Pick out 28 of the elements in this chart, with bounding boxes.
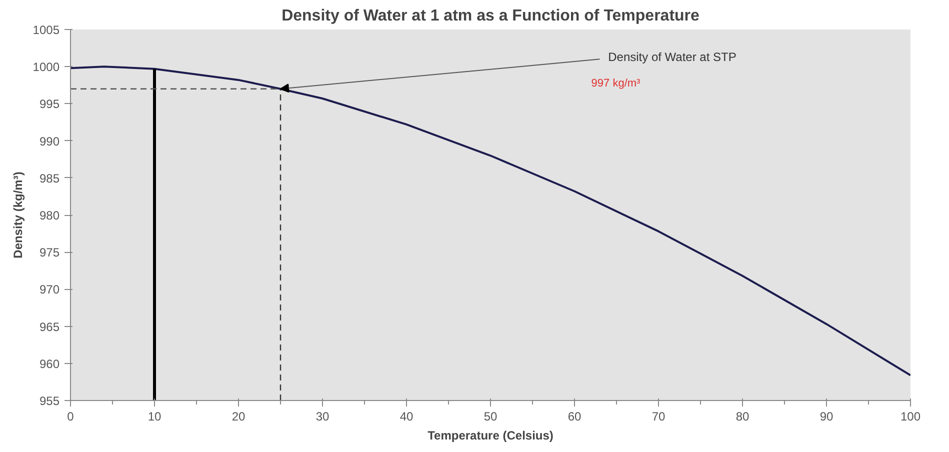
y-tick-label: 965	[39, 320, 60, 334]
y-tick-label: 1005	[32, 23, 60, 37]
y-tick-label: 955	[39, 394, 60, 408]
x-tick-label: 20	[232, 410, 246, 424]
chart-title: Density of Water at 1 atm as a Function of Temperature	[282, 8, 700, 24]
y-tick-label: 975	[39, 246, 60, 260]
line-series	[70, 66, 910, 376]
y-tick-label: 985	[39, 171, 60, 186]
x-tick-label: 80	[736, 410, 750, 424]
y-tick-label: 960	[39, 356, 60, 371]
x-tick-label: 60	[568, 410, 582, 424]
x-tick-label: 90	[820, 410, 834, 424]
y-tick-label: 1000	[32, 60, 60, 74]
y-tick-label: 990	[39, 134, 60, 148]
annotation: Density of Water at STP	[608, 50, 736, 64]
x-tick-label: 50	[484, 410, 498, 424]
annotation: 997 kg/m³	[591, 78, 641, 90]
x-tick-label: 40	[400, 410, 414, 424]
y-tick-label: 970	[39, 282, 60, 297]
x-tick-label: 10	[148, 410, 162, 424]
x-tick-label: 30	[316, 410, 330, 424]
y-axis-title: Density (kg/m³)	[10, 172, 25, 258]
x-tick-label: 0	[67, 410, 74, 424]
x-tick-label: 100	[900, 410, 921, 424]
x-tick-label: 70	[652, 410, 666, 424]
y-tick-label: 995	[39, 97, 60, 112]
y-tick-label: 980	[39, 208, 60, 222]
x-axis-title: Temperature (Celsius)	[428, 428, 554, 442]
